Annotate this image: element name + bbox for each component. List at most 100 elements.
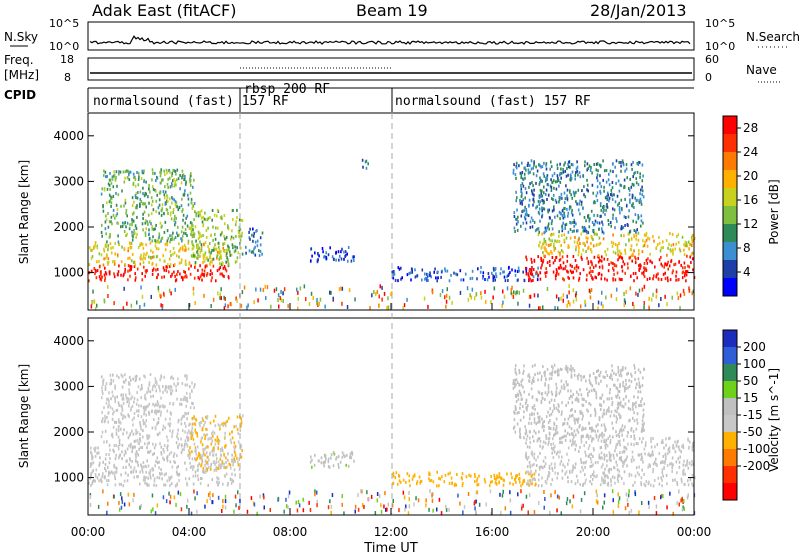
data-cell	[446, 269, 449, 273]
data-cell	[596, 243, 598, 247]
data-cell	[639, 403, 641, 407]
data-cell	[134, 194, 137, 198]
data-cell	[565, 434, 567, 438]
data-cell	[677, 233, 680, 237]
data-cell	[528, 198, 531, 202]
data-cell	[576, 165, 579, 169]
data-cell	[557, 272, 560, 276]
data-cell	[682, 266, 684, 270]
data-cell	[573, 240, 576, 244]
data-cell	[218, 248, 221, 252]
data-cell	[191, 235, 194, 239]
data-cell	[568, 396, 571, 400]
data-cell	[527, 171, 530, 175]
data-cell	[642, 376, 644, 380]
data-cell	[311, 465, 313, 469]
data-cell	[614, 383, 616, 387]
data-cell	[667, 267, 669, 271]
scatter-point	[408, 490, 410, 495]
data-cell	[207, 245, 209, 249]
data-cell	[121, 443, 124, 447]
data-cell	[525, 191, 528, 195]
data-cell	[144, 219, 147, 222]
data-cell	[531, 482, 533, 486]
data-cell	[133, 416, 135, 420]
data-cell	[100, 480, 103, 484]
data-cell	[174, 203, 177, 206]
data-cell	[589, 381, 591, 385]
data-cell	[529, 277, 532, 281]
data-cell	[207, 226, 209, 230]
data-cell	[666, 253, 668, 257]
data-cell	[235, 424, 237, 428]
data-cell	[210, 462, 212, 466]
data-cell	[544, 271, 546, 275]
data-cell	[160, 208, 163, 212]
data-cell	[627, 442, 629, 446]
data-cell	[551, 446, 553, 450]
data-cell	[564, 161, 566, 165]
data-cell	[214, 414, 217, 418]
data-cell	[590, 235, 593, 238]
data-cell	[202, 256, 205, 260]
data-cell	[114, 386, 116, 390]
data-cell	[547, 386, 550, 390]
data-cell	[170, 254, 172, 257]
data-cell	[627, 406, 630, 410]
data-cell	[231, 478, 234, 482]
data-cell	[548, 466, 551, 470]
data-cell	[634, 366, 636, 370]
data-cell	[547, 243, 550, 247]
data-cell	[514, 173, 517, 177]
data-cell	[117, 234, 119, 238]
data-cell	[254, 240, 257, 244]
data-cell	[648, 237, 651, 241]
data-cell	[492, 276, 495, 280]
data-cell	[693, 236, 696, 240]
scatter-point	[270, 304, 272, 309]
data-cell	[200, 243, 203, 247]
data-cell	[333, 452, 336, 456]
data-cell	[184, 262, 187, 266]
data-cell	[566, 370, 569, 374]
data-cell	[615, 174, 618, 178]
data-cell	[639, 172, 641, 176]
data-cell	[190, 429, 193, 433]
data-cell	[121, 225, 124, 228]
data-cell	[147, 464, 150, 468]
data-cell	[512, 426, 515, 430]
data-cell	[590, 452, 593, 456]
data-cell	[141, 272, 143, 276]
data-cell	[151, 168, 154, 172]
data-cell	[193, 422, 196, 426]
data-cell	[450, 273, 452, 277]
scatter-point	[277, 298, 279, 303]
data-cell	[593, 255, 596, 259]
data-cell	[210, 436, 213, 440]
data-cell	[190, 183, 192, 187]
data-cell	[625, 163, 628, 167]
data-cell	[552, 366, 554, 370]
data-cell	[546, 198, 548, 201]
data-cell	[551, 392, 554, 396]
data-cell	[188, 423, 190, 427]
data-cell	[479, 270, 482, 274]
data-cell	[198, 212, 200, 216]
data-cell	[398, 479, 401, 483]
data-cell	[421, 268, 424, 272]
data-cell	[628, 232, 630, 236]
data-cell	[573, 266, 576, 270]
data-cell	[233, 468, 236, 472]
data-cell	[641, 384, 644, 387]
data-cell	[642, 239, 644, 243]
scatter-point	[296, 287, 298, 292]
data-cell	[117, 428, 120, 432]
data-cell	[143, 194, 146, 198]
data-cell	[438, 476, 440, 480]
data-cell	[489, 480, 492, 484]
data-cell	[95, 468, 98, 472]
scatter-point	[503, 294, 506, 299]
data-cell	[192, 465, 195, 469]
data-cell	[189, 385, 191, 389]
data-cell	[220, 448, 222, 451]
